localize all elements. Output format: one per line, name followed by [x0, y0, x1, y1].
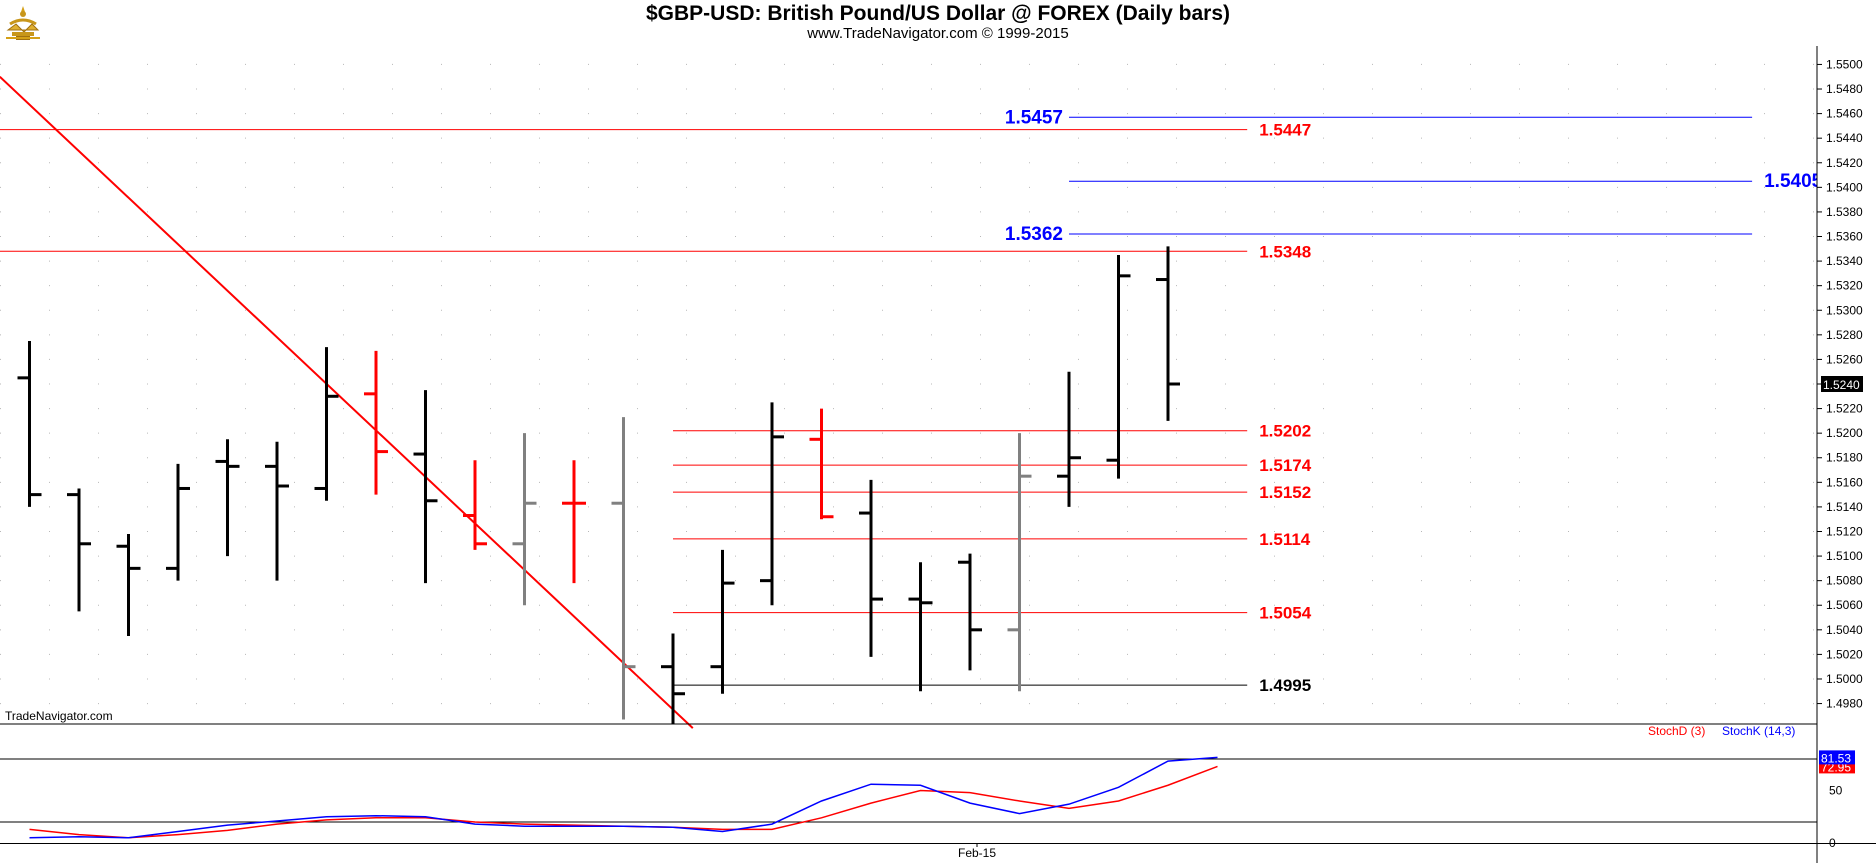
y-tick-label: 1.5200 — [1826, 426, 1863, 440]
price-panel-background — [0, 46, 1817, 722]
axis-background — [1817, 46, 1876, 863]
y-tick-label: 1.5400 — [1826, 180, 1863, 194]
level-label-1.5054: 1.5054 — [1259, 604, 1312, 623]
y-tick-label: 1.5140 — [1826, 500, 1863, 514]
ohlc-bar — [215, 439, 240, 557]
level-label-1.5405: 1.5405 — [1764, 171, 1823, 192]
tradenavigator-logo-icon — [2, 2, 44, 44]
stochastic-panel — [0, 756, 1817, 839]
ohlc-bar — [166, 463, 190, 581]
ohlc-bar — [265, 441, 289, 581]
y-tick-label: 1.5280 — [1826, 328, 1863, 342]
y-tick-label: 1.5060 — [1826, 598, 1863, 612]
ohlc-bar — [1007, 433, 1032, 692]
ohlc-bar — [413, 390, 438, 584]
level-label-1.5202: 1.5202 — [1259, 422, 1311, 441]
y-tick-label: 1.5100 — [1826, 549, 1863, 563]
last-price-label: 1.5240 — [1823, 378, 1860, 392]
y-tick-label: 1.5260 — [1826, 352, 1863, 366]
stoch-last-label: 81.53 — [1821, 751, 1851, 765]
y-tick-label: 1.5340 — [1826, 254, 1863, 268]
y-tick-label: 1.5420 — [1826, 156, 1863, 170]
chart-header: $GBP-USD: British Pound/US Dollar @ FORE… — [0, 0, 1876, 46]
ohlc-bar — [512, 433, 537, 606]
ohlc-bar — [958, 553, 982, 671]
level-label-1.5174: 1.5174 — [1259, 456, 1312, 475]
y-tick-label: 1.5040 — [1826, 623, 1863, 637]
ohlc-bar — [1156, 246, 1180, 421]
level-label-1.5114: 1.5114 — [1259, 530, 1311, 549]
y-tick-label: 1.5120 — [1826, 524, 1863, 538]
chart-subtitle: www.TradeNavigator.com © 1999-2015 — [807, 25, 1069, 42]
level-label-1.5457: 1.5457 — [1005, 107, 1063, 128]
legend-stochk: StochK (14,3) — [1722, 724, 1795, 738]
y-tick-label: 1.5080 — [1826, 574, 1863, 588]
ohlc-bar — [17, 340, 42, 507]
ohlc-bar — [1106, 254, 1131, 479]
last-price-badge — [1821, 376, 1863, 392]
y-tick-label: 1.5320 — [1826, 279, 1863, 293]
x-tick-label: Feb-15 — [958, 846, 996, 860]
stoch-y-tick-label: 0 — [1829, 836, 1836, 850]
watermark-text: TradeNavigator.com — [5, 709, 113, 723]
y-tick-label: 1.5220 — [1826, 402, 1863, 416]
ohlc-bar — [710, 549, 735, 694]
y-tick-label: 1.5440 — [1826, 131, 1863, 145]
ohlc-bar — [314, 347, 339, 501]
y-tick-label: 1.5000 — [1826, 672, 1863, 686]
ohlc-bar — [67, 488, 91, 612]
ohlc-bar — [611, 417, 636, 720]
y-tick-label: 1.5160 — [1826, 475, 1863, 489]
ohlc-bar — [1057, 371, 1081, 507]
y-tick-label: 1.5380 — [1826, 205, 1863, 219]
price-panel: 1.5457 1.5447 1.5405 1.5362 1.5348 1.5202 1.51… — [0, 46, 1823, 729]
level-label-1.5348: 1.5348 — [1259, 242, 1311, 261]
y-tick-label: 1.5360 — [1826, 230, 1863, 244]
y-tick-label: 1.5460 — [1826, 107, 1863, 121]
y-tick-label: 1.5300 — [1826, 303, 1863, 317]
level-label-1.5362: 1.5362 — [1005, 224, 1063, 245]
y-tick-label: 1.5500 — [1826, 57, 1863, 71]
ohlc-bar — [760, 402, 784, 606]
ohlc-bar — [859, 479, 883, 657]
y-tick-label: 1.4980 — [1826, 697, 1863, 711]
y-tick-label: 1.5480 — [1826, 82, 1863, 96]
ohlc-bar — [562, 460, 586, 584]
ohlc-bar — [908, 562, 933, 692]
stoch-y-tick-label: 50 — [1829, 784, 1843, 798]
ohlc-bar — [116, 533, 141, 636]
legend-stochd: StochD (3) — [1648, 724, 1705, 738]
downtrend-line — [0, 75, 694, 729]
chart-title: $GBP-USD: British Pound/US Dollar @ FORE… — [645, 2, 1231, 25]
level-label-1.4995: 1.4995 — [1259, 676, 1311, 695]
level-label-1.5152: 1.5152 — [1259, 483, 1311, 502]
ohlc-bar — [661, 633, 685, 725]
y-tick-label: 1.5180 — [1826, 451, 1863, 465]
ohlc-bar — [809, 408, 834, 520]
stoch-series-line — [29, 756, 1218, 839]
level-label-1.5447: 1.5447 — [1259, 121, 1311, 140]
ohlc-bar — [463, 460, 487, 550]
stoch-last-badge — [1819, 750, 1855, 765]
y-tick-label: 1.5020 — [1826, 647, 1863, 661]
ohlc-bar — [364, 350, 388, 495]
